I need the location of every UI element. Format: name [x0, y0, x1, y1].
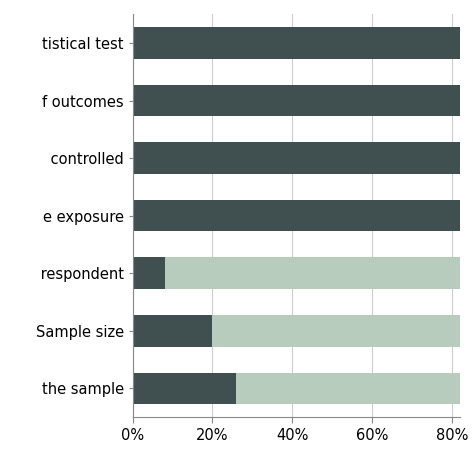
Bar: [133, 315, 212, 346]
Bar: [133, 257, 164, 289]
Bar: [133, 373, 237, 404]
Bar: [133, 142, 474, 174]
Bar: [133, 27, 474, 59]
Bar: [164, 257, 474, 289]
Bar: [133, 200, 474, 231]
Bar: [212, 315, 474, 346]
Bar: [133, 85, 474, 117]
Bar: [237, 373, 474, 404]
